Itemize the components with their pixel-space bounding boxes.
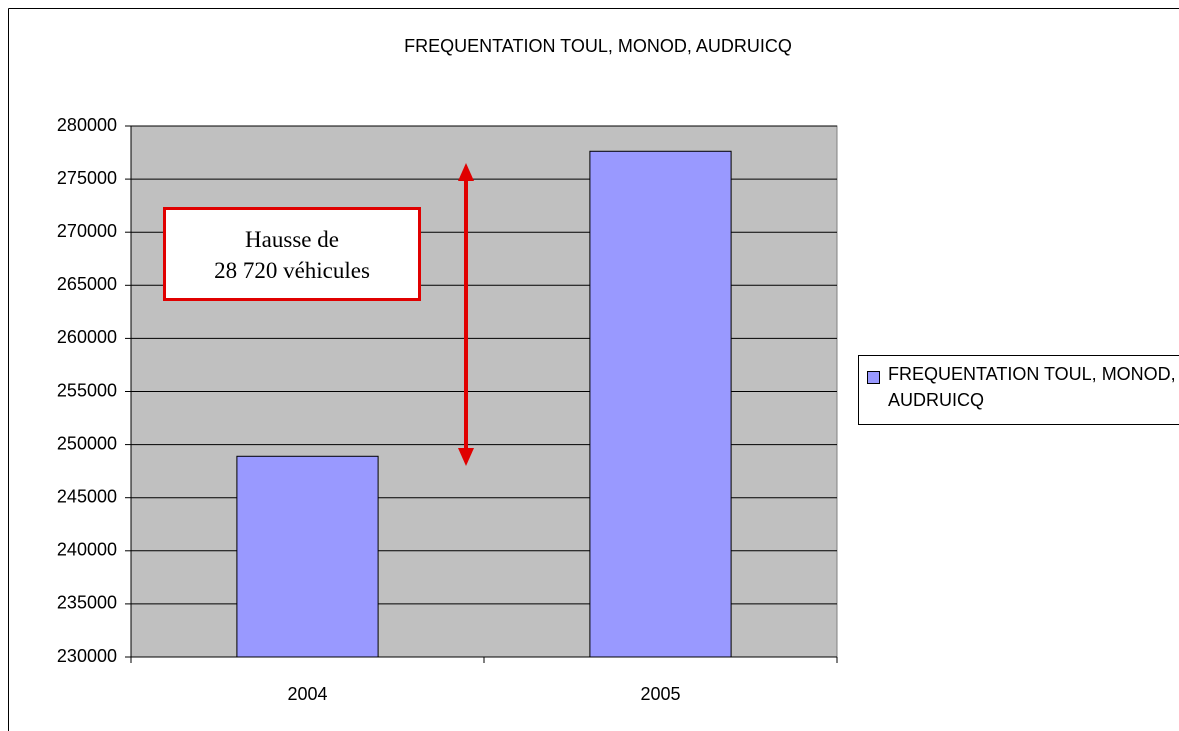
bar [236, 455, 379, 658]
annotation-line: Hausse de [245, 227, 339, 252]
bar [589, 150, 732, 658]
y-tick-label: 240000 [57, 540, 117, 560]
x-tick-label: 2005 [640, 684, 680, 704]
x-tick-label: 2004 [287, 684, 327, 704]
legend-swatch [867, 371, 880, 384]
y-tick-label: 255000 [57, 380, 117, 400]
chart-title: FREQUENTATION TOUL, MONOD, AUDRUICQ [404, 36, 792, 56]
legend-label: FREQUENTATION TOUL, MONOD, AUDRUICQ [888, 364, 1176, 410]
y-tick-label: 265000 [57, 274, 117, 294]
y-tick-label: 250000 [57, 433, 117, 453]
y-tick-label: 280000 [57, 115, 117, 135]
y-tick-label: 275000 [57, 168, 117, 188]
plot-area: 230000 235000 240000 245000 250000 255000 2600… [57, 115, 838, 704]
arrow [458, 163, 474, 466]
y-tick-label: 230000 [57, 646, 117, 666]
y-tick-label: 270000 [57, 221, 117, 241]
y-tick-label: 235000 [57, 593, 117, 613]
annotation-line: 28 720 véhicules [214, 258, 370, 283]
y-tick-label: 245000 [57, 486, 117, 506]
y-tick-label: 260000 [57, 327, 117, 347]
annotation: Hausse de 28 720 véhicules [163, 207, 421, 301]
legend: FREQUENTATION TOUL, MONOD, AUDRUICQ [858, 355, 1179, 425]
